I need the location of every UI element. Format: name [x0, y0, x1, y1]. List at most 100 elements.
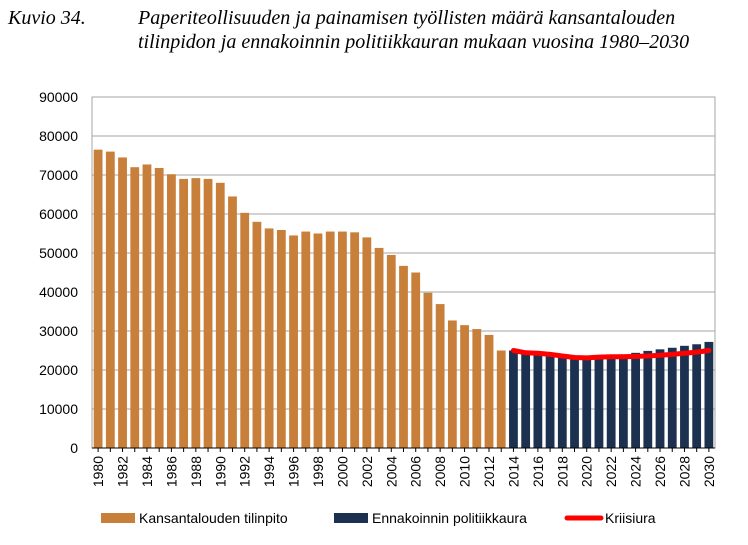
bar [191, 178, 201, 448]
bar [142, 164, 152, 448]
bar [276, 229, 286, 448]
x-tick-label: 2002 [359, 456, 375, 487]
x-axis-ticks: 1980 1982 1984 1986 1988 1990 1992 1994 1996 1998… [90, 448, 717, 487]
x-tick-label: 1992 [237, 456, 253, 487]
bar [545, 354, 555, 448]
bar [350, 232, 360, 448]
kriisiura-line [510, 348, 712, 361]
bar [130, 167, 140, 448]
x-tick-label: 1986 [163, 456, 179, 487]
legend-label: Kriisiura [605, 510, 656, 526]
x-tick-label: 2010 [457, 456, 473, 487]
legend-label: Ennakoinnin politiikkaura [372, 510, 527, 526]
bar [594, 356, 604, 448]
bar [154, 167, 164, 449]
bar [435, 304, 445, 448]
y-tick-label: 20000 [39, 362, 78, 378]
bar [264, 228, 274, 448]
legend-swatch [101, 513, 135, 523]
bar [618, 354, 628, 448]
bar [386, 254, 396, 448]
bars [93, 149, 714, 449]
bar [228, 196, 237, 448]
bar [313, 233, 323, 448]
bar [179, 178, 189, 448]
y-tick-label: 30000 [39, 323, 78, 339]
bar [93, 149, 103, 448]
bar [643, 350, 653, 448]
y-tick-label: 40000 [39, 284, 78, 300]
y-tick-label: 80000 [39, 128, 78, 144]
bar [325, 231, 335, 448]
x-tick-label: 1998 [310, 456, 326, 487]
x-tick-label: 2014 [505, 456, 521, 487]
bar [118, 157, 127, 448]
legend: Kansantalouden tilinpito Ennakoinnin poli… [101, 510, 656, 526]
x-tick-label: 2028 [676, 456, 692, 487]
x-tick-label: 1984 [139, 456, 155, 487]
bar [509, 350, 518, 448]
bar [289, 235, 298, 448]
y-tick-label: 10000 [39, 401, 78, 417]
bar [533, 353, 543, 448]
bar [105, 151, 115, 448]
bar [301, 231, 311, 448]
bar [655, 349, 665, 448]
x-tick-label: 1980 [90, 456, 106, 487]
y-tick-label: 90000 [39, 89, 78, 105]
bar [667, 347, 677, 448]
bar [692, 344, 702, 448]
x-tick-label: 1990 [212, 456, 228, 487]
x-tick-label: 2024 [628, 456, 644, 487]
bar [484, 334, 494, 448]
bar [423, 292, 433, 448]
bar [472, 329, 482, 448]
x-tick-label: 2006 [408, 456, 424, 487]
x-tick-label: 2018 [554, 456, 570, 487]
bar [167, 174, 176, 448]
x-tick-label: 1982 [115, 456, 131, 487]
bar [582, 357, 592, 448]
x-tick-label: 1994 [261, 456, 277, 487]
bar [631, 352, 640, 448]
x-tick-label: 2022 [603, 456, 619, 487]
bar [215, 182, 225, 449]
bar [496, 350, 506, 448]
bar [374, 247, 384, 448]
bar [447, 320, 457, 448]
bar [704, 341, 714, 448]
y-tick-label: 70000 [39, 167, 78, 183]
bar [570, 357, 579, 448]
figure-number: Kuvio 34. [8, 7, 86, 29]
bar [411, 272, 421, 448]
legend-label: Kansantalouden tilinpito [139, 510, 288, 526]
bar [240, 212, 250, 448]
bar [399, 265, 408, 448]
bar [606, 355, 616, 448]
kriisiura-line-group [510, 348, 712, 361]
x-tick-label: 2012 [481, 456, 497, 487]
x-tick-label: 2004 [383, 456, 399, 487]
bar [252, 221, 262, 448]
x-tick-label: 2016 [530, 456, 546, 487]
y-tick-label: 60000 [39, 206, 78, 222]
x-tick-label: 1996 [286, 456, 302, 487]
bar [521, 352, 531, 448]
x-tick-label: 2008 [432, 456, 448, 487]
x-tick-label: 2020 [579, 456, 595, 487]
x-tick-label: 2026 [652, 456, 668, 487]
x-tick-label: 2000 [334, 456, 350, 487]
x-tick-label: 1988 [188, 456, 204, 487]
bar [338, 231, 347, 448]
figure-title: Paperiteollisuuden ja painamisen työllis… [138, 7, 690, 53]
bar [680, 345, 689, 448]
y-tick-label: 0 [70, 440, 78, 456]
bar [203, 178, 213, 448]
bar [362, 237, 372, 448]
legend-swatch [334, 513, 368, 523]
y-axis-ticks: 0 10000 20000 30000 40000 50000 60000 70000 8000… [39, 89, 78, 456]
x-tick-label: 2030 [701, 456, 717, 487]
bar [557, 355, 567, 448]
bar [460, 325, 469, 448]
